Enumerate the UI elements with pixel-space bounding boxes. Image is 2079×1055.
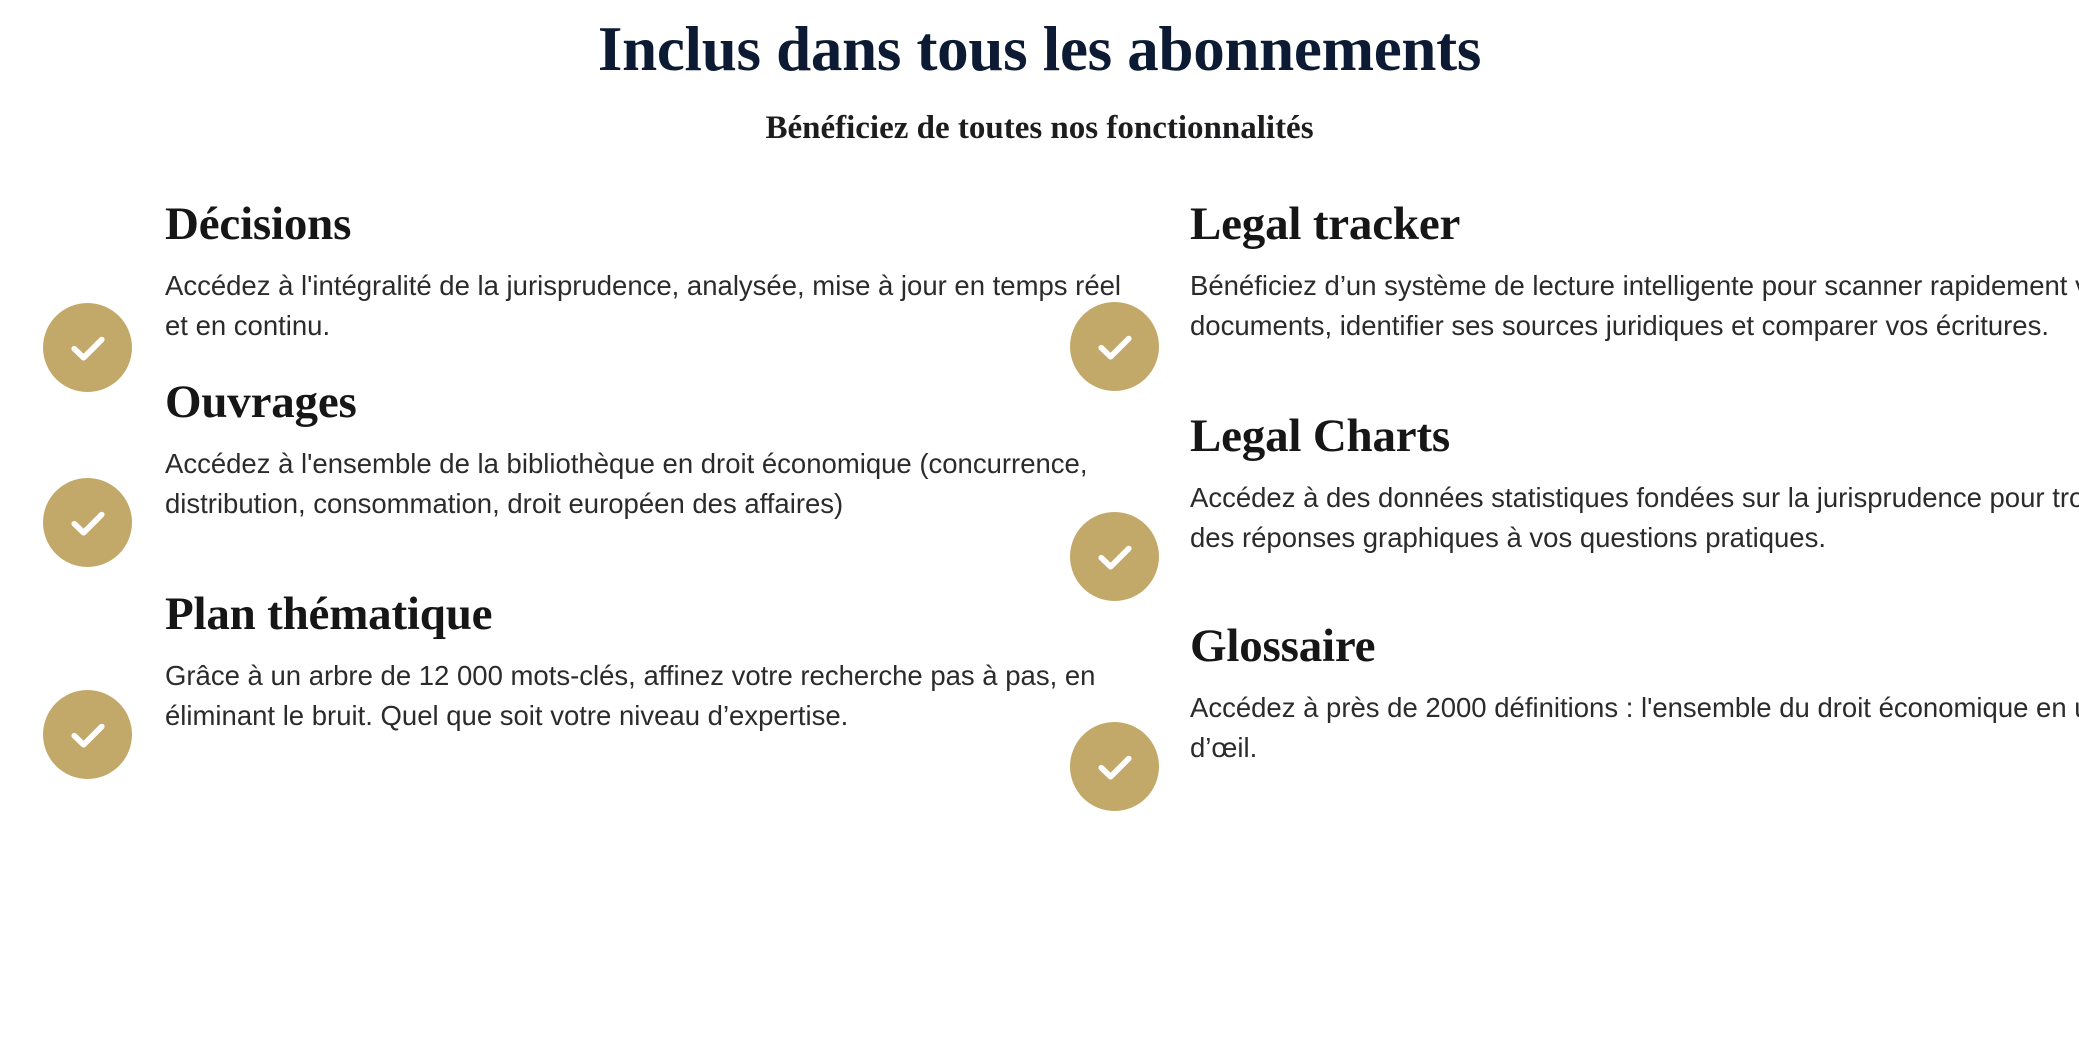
feature-title: Plan thématique bbox=[165, 588, 493, 640]
feature-item: Legal tracker Bénéficiez d’un système de… bbox=[1070, 198, 2079, 391]
check-icon bbox=[43, 690, 132, 779]
feature-item: Décisions Accédez à l'intégralité de la … bbox=[43, 198, 1140, 392]
feature-description: Accédez à l'ensemble de la bibliothèque … bbox=[165, 447, 1088, 519]
feature-item: Legal Charts Accédez à des données stati… bbox=[1070, 410, 2079, 601]
feature-columns: Décisions Accédez à l'intégralité de la … bbox=[0, 198, 2079, 1055]
check-icon bbox=[43, 303, 132, 392]
check-icon bbox=[1070, 722, 1159, 811]
feature-description: Grâce à un arbre de 12 000 mots-clés, af… bbox=[165, 659, 1096, 731]
feature-description: Accédez à des données statistiques fondé… bbox=[1190, 481, 2079, 553]
feature-item: Glossaire Accédez à près de 2000 définit… bbox=[1070, 620, 2079, 811]
check-icon bbox=[1070, 302, 1159, 391]
feature-description: Bénéficiez d’un système de lecture intel… bbox=[1190, 269, 2079, 341]
feature-title: Décisions bbox=[165, 198, 352, 250]
page-subtitle: Bénéficiez de toutes nos fonctionnalités bbox=[765, 109, 1314, 146]
feature-item: Plan thématique Grâce à un arbre de 12 0… bbox=[43, 588, 1140, 779]
feature-title: Legal Charts bbox=[1190, 410, 1451, 462]
check-icon bbox=[43, 478, 132, 567]
feature-title: Legal tracker bbox=[1190, 198, 1461, 250]
check-icon bbox=[1070, 512, 1159, 601]
page-title: Inclus dans tous les abonnements bbox=[597, 14, 1482, 84]
feature-description: Accédez à l'intégralité de la jurisprude… bbox=[165, 269, 1122, 341]
feature-item: Ouvrages Accédez à l'ensemble de la bibl… bbox=[43, 376, 1140, 567]
feature-description: Accédez à près de 2000 définitions : l'e… bbox=[1190, 691, 2079, 763]
feature-title: Ouvrages bbox=[165, 376, 357, 428]
section-header: Inclus dans tous les abonnements Bénéfic… bbox=[0, 0, 2079, 148]
feature-title: Glossaire bbox=[1190, 620, 1376, 672]
